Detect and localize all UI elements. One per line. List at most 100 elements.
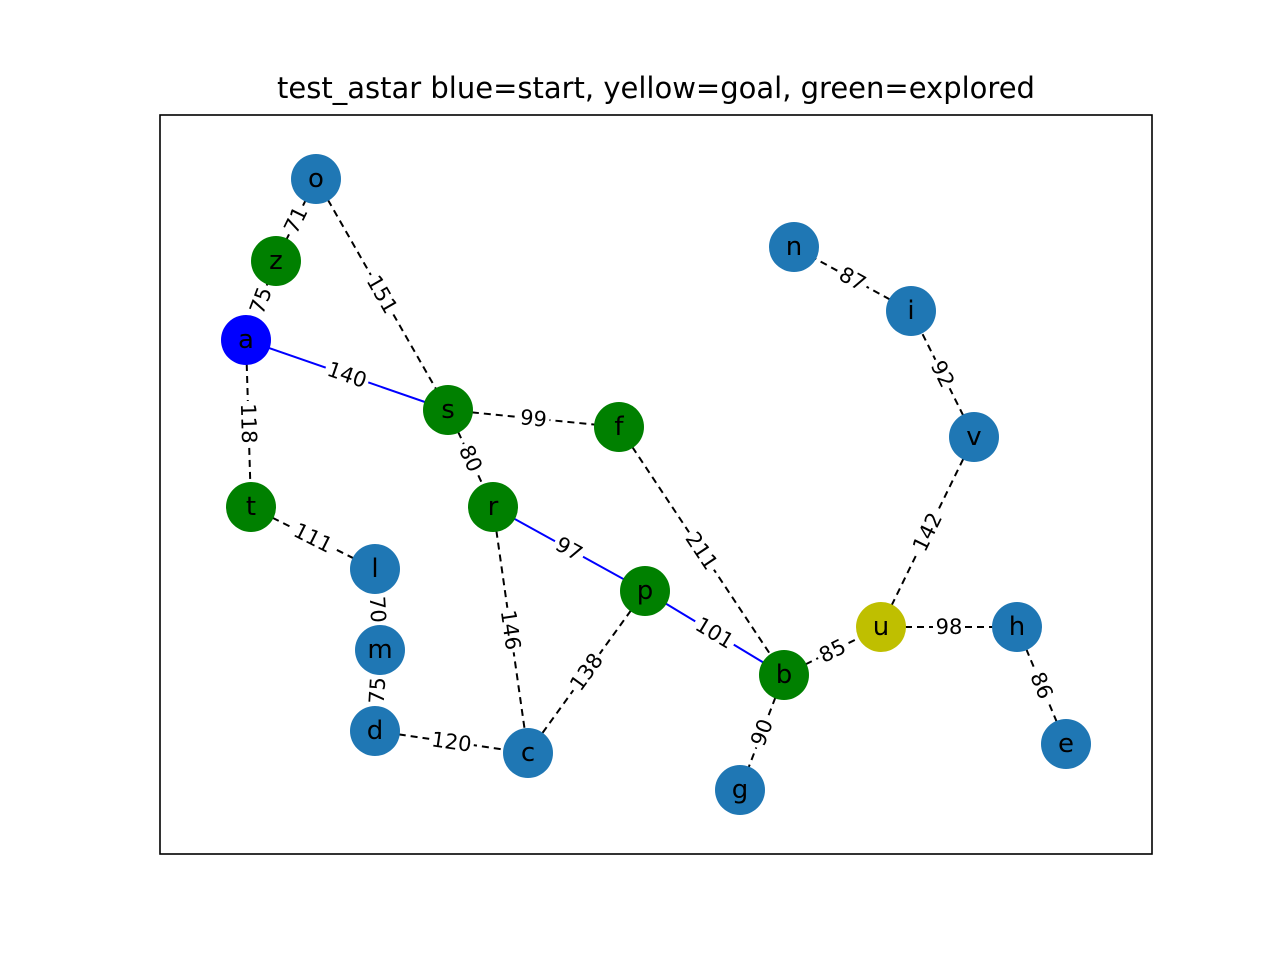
node-circle — [715, 765, 765, 815]
node-n: n — [769, 222, 819, 272]
node-label: t — [246, 492, 256, 522]
edge-weight-d-c: 120 — [427, 725, 476, 759]
edge-a-t — [245, 339, 252, 508]
edge-weight-background — [363, 673, 392, 708]
node-d: d — [350, 706, 400, 756]
edge-weight-a-t: 118 — [234, 400, 263, 447]
node-label: f — [614, 412, 624, 442]
node-p: p — [620, 566, 670, 616]
edge-weight-l-m: 70 — [363, 592, 392, 627]
node-circle — [221, 315, 271, 365]
node-b: b — [759, 650, 809, 700]
node-label: g — [732, 775, 749, 805]
node-circle — [620, 566, 670, 616]
node-u: u — [856, 602, 906, 652]
edge-weight-background — [812, 632, 853, 670]
edge-weight-background — [277, 199, 315, 241]
edge-weight-s-f: 99 — [516, 403, 551, 434]
edge-weight-background — [494, 605, 527, 655]
edge-weight-r-c: 146 — [494, 605, 527, 655]
node-circle — [769, 222, 819, 272]
node-label: c — [521, 738, 535, 768]
node-circle — [423, 385, 473, 435]
chart-title: test_astar blue=start, yellow=goal, gree… — [277, 71, 1035, 105]
node-label: m — [367, 635, 392, 665]
edge-weight-background — [321, 355, 373, 395]
node-circle — [503, 728, 553, 778]
edge-weight-label: 70 — [365, 595, 391, 623]
edge-weight-background — [363, 592, 392, 627]
node-circle — [350, 706, 400, 756]
edge-weight-background — [744, 712, 780, 753]
edge-weight-m-d: 75 — [363, 673, 392, 708]
node-circle — [251, 236, 301, 286]
edge-weight-label: 99 — [519, 405, 548, 432]
node-label: s — [441, 395, 455, 425]
node-t: t — [226, 482, 276, 532]
edge-weight-background — [427, 725, 476, 759]
edge-weight-background — [359, 268, 405, 321]
edge-weight-background — [243, 280, 279, 321]
edge-weight-background — [234, 400, 263, 447]
edge-weight-background — [548, 529, 590, 569]
edge-weight-background — [923, 353, 962, 395]
node-label: i — [907, 296, 914, 326]
node-label: e — [1058, 729, 1074, 759]
edge-weight-o-z: 71 — [277, 199, 315, 241]
edge-weight-label: 75 — [365, 676, 391, 704]
edge-weight-label: 118 — [236, 403, 261, 444]
node-g: g — [715, 765, 765, 815]
edge-weight-background — [1023, 665, 1060, 706]
node-v: v — [949, 412, 999, 462]
edge-weight-background — [678, 525, 725, 577]
edge-weight-background — [287, 516, 339, 560]
node-label: z — [269, 246, 283, 276]
edge-weight-background — [905, 506, 950, 558]
node-z: z — [251, 236, 301, 286]
node-h: h — [992, 602, 1042, 652]
node-l: l — [350, 544, 400, 594]
node-i: i — [886, 286, 936, 336]
node-label: n — [786, 232, 802, 262]
node-label: h — [1009, 612, 1025, 642]
node-circle — [226, 482, 276, 532]
node-o: o — [291, 154, 341, 204]
node-circle — [468, 482, 518, 532]
node-label: a — [238, 325, 254, 355]
node-e: e — [1041, 719, 1091, 769]
node-label: v — [966, 422, 981, 452]
node-circle — [291, 154, 341, 204]
nodes-layer: o z a s f t r l p m d c b g u h e n i v — [221, 154, 1091, 815]
node-label: o — [308, 164, 324, 194]
edge-weight-background — [562, 646, 611, 698]
node-label: u — [873, 612, 889, 642]
node-c: c — [503, 728, 553, 778]
node-circle — [355, 625, 405, 675]
node-m: m — [355, 625, 405, 675]
edge-weight-label: 120 — [430, 727, 473, 756]
edge-weight-background — [832, 259, 873, 299]
node-f: f — [594, 402, 644, 452]
node-a: a — [221, 315, 271, 365]
node-circle — [856, 602, 906, 652]
edge-weight-u-h: 98 — [933, 614, 965, 640]
node-circle — [594, 402, 644, 452]
node-label: d — [367, 716, 384, 746]
node-r: r — [468, 482, 518, 532]
node-circle — [992, 602, 1042, 652]
node-s: s — [423, 385, 473, 435]
node-label: r — [488, 492, 499, 522]
node-circle — [759, 650, 809, 700]
edge-weight-label: 98 — [936, 615, 963, 639]
edge-weight-background — [451, 438, 490, 479]
node-circle — [886, 286, 936, 336]
node-label: l — [371, 554, 378, 584]
node-label: p — [637, 576, 654, 606]
edge-weight-background — [933, 614, 965, 640]
edge-weight-r-p: 97 — [548, 529, 590, 569]
axes-frame — [159, 114, 1153, 855]
edge-weight-background — [516, 403, 551, 434]
